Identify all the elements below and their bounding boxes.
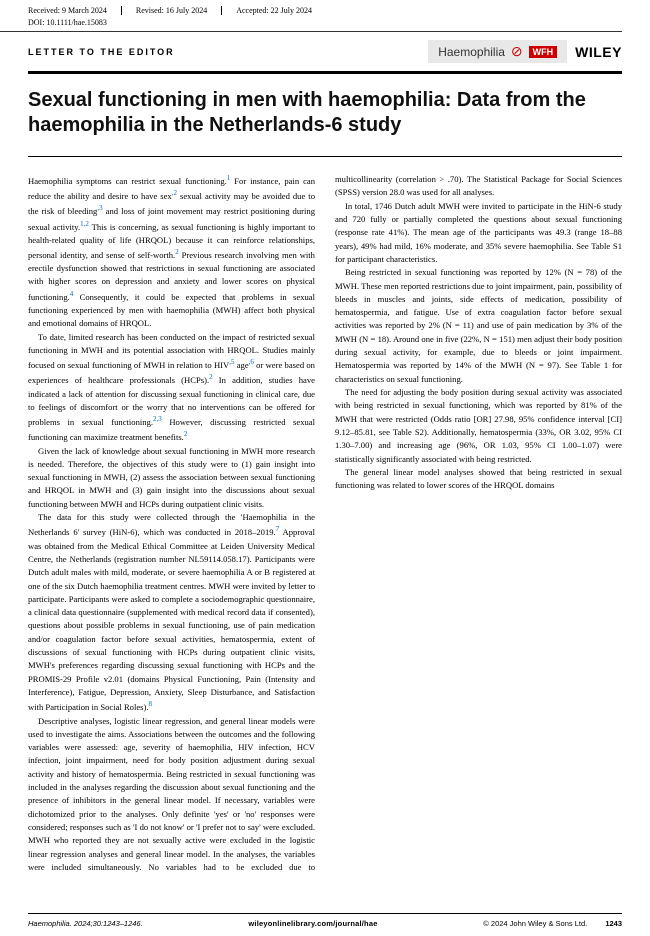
revised-date: Revised: 16 July 2024	[136, 6, 222, 15]
journal-logo: Haemophilia ⊘ WFH	[428, 40, 567, 63]
article-type: LETTER TO THE EDITOR	[28, 47, 175, 57]
paragraph: Being restricted in sexual functioning w…	[335, 266, 622, 386]
article-title: Sexual functioning in men with haemophil…	[0, 74, 650, 138]
page-number: 1243	[589, 919, 622, 928]
body-columns: Haemophilia symptoms can restrict sexual…	[0, 157, 650, 877]
paragraph: The data for this study were collected t…	[28, 511, 315, 714]
footer: Haemophilia. 2024;30:1243–1246. wileyonl…	[28, 913, 622, 936]
paragraph: Given the lack of knowledge about sexual…	[28, 445, 315, 512]
brand-bar: Haemophilia ⊘ WFH WILEY	[428, 40, 622, 63]
date-meta: Received: 9 March 2024 Revised: 16 July …	[0, 0, 650, 15]
header: LETTER TO THE EDITOR Haemophilia ⊘ WFH W…	[0, 32, 650, 63]
journal-name: Haemophilia	[438, 45, 505, 59]
paragraph: The general linear model analyses showed…	[335, 466, 622, 493]
accepted-date: Accepted: 22 July 2024	[236, 6, 326, 15]
received-date: Received: 9 March 2024	[28, 6, 122, 15]
link-icon: ⊘	[511, 43, 523, 60]
publisher-logo: WILEY	[575, 44, 622, 60]
paragraph: To date, limited research has been condu…	[28, 331, 315, 445]
citation: Haemophilia. 2024;30:1243–1246.	[28, 919, 143, 928]
journal-url: wileyonlinelibrary.com/journal/hae	[248, 919, 377, 928]
wfh-badge: WFH	[529, 46, 558, 58]
paragraph: In total, 1746 Dutch adult MWH were invi…	[335, 200, 622, 267]
doi: DOI: 10.1111/hae.15083	[0, 15, 622, 32]
copyright: © 2024 John Wiley & Sons Ltd.	[483, 919, 587, 928]
paragraph: Haemophilia symptoms can restrict sexual…	[28, 173, 315, 331]
paragraph: The need for adjusting the body position…	[335, 386, 622, 466]
